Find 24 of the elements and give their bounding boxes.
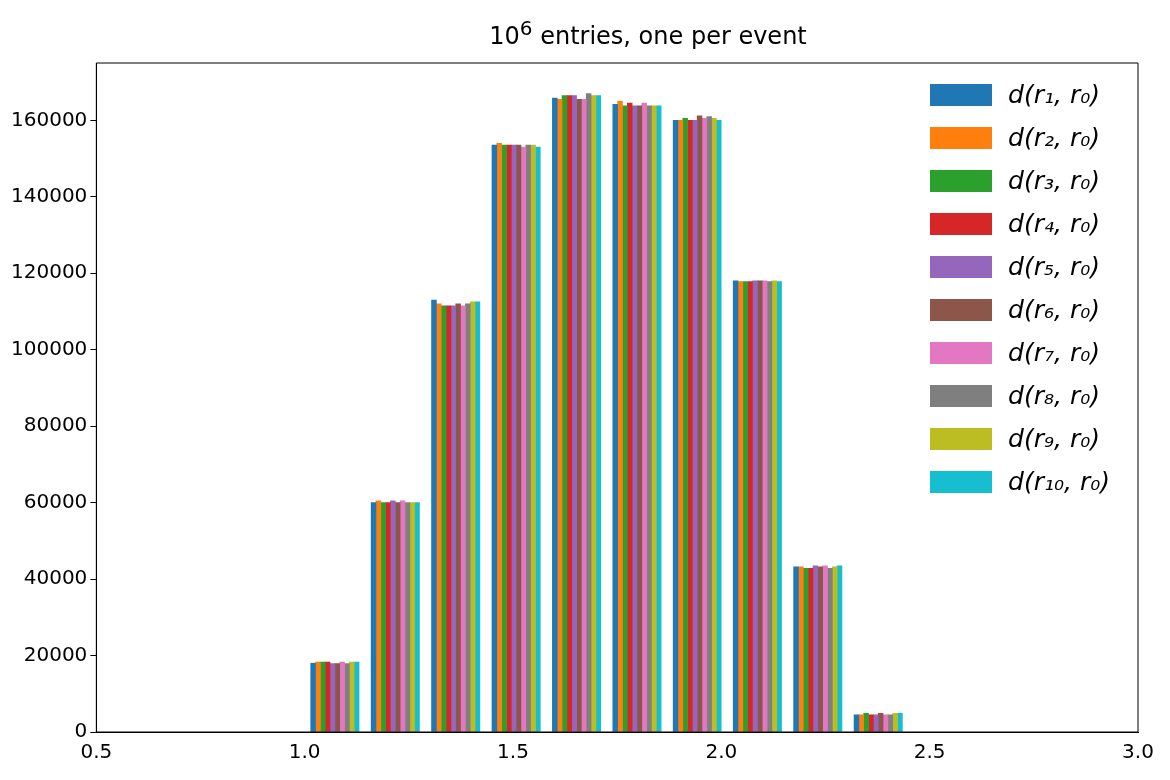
legend-label: d(r₂, r₀): [1008, 123, 1100, 152]
x-tick-label: 1.5: [497, 739, 529, 764]
legend-label: d(r₆, r₀): [1008, 295, 1100, 324]
y-tick-label: 40000: [23, 565, 88, 590]
legend-label: d(r₁₀, r₀): [1008, 467, 1110, 496]
y-tick-label: 20000: [23, 641, 88, 666]
chart-title: 10$^{6}$ entries, one per event: [488, 15, 808, 50]
legend-label: d(r₉, r₀): [1008, 424, 1100, 453]
x-tick-label: 2.5: [913, 739, 946, 764]
y-tick-label: 80000: [23, 412, 88, 437]
y-tick-label: 160000: [10, 106, 88, 131]
x-tick-label: 1.0: [288, 739, 321, 764]
legend-label: d(r₈, r₀): [1008, 381, 1100, 410]
y-tick-label: 140000: [10, 183, 88, 207]
y-tick-label: 120000: [10, 259, 88, 284]
legend-label: d(r₄, r₀): [1008, 209, 1100, 238]
legend-label: d(r₅, r₀): [1008, 252, 1100, 281]
legend-label: d(r₁, r₀): [1008, 80, 1100, 109]
legend-label: d(r₃, r₀): [1008, 166, 1100, 195]
y-tick-label: 60000: [23, 488, 88, 513]
y-tick-label: 100000: [10, 335, 88, 360]
legend-label: d(r₇, r₀): [1008, 338, 1100, 367]
x-tick-label: 3.0: [1122, 739, 1154, 764]
x-tick-label: 2.0: [705, 739, 738, 764]
